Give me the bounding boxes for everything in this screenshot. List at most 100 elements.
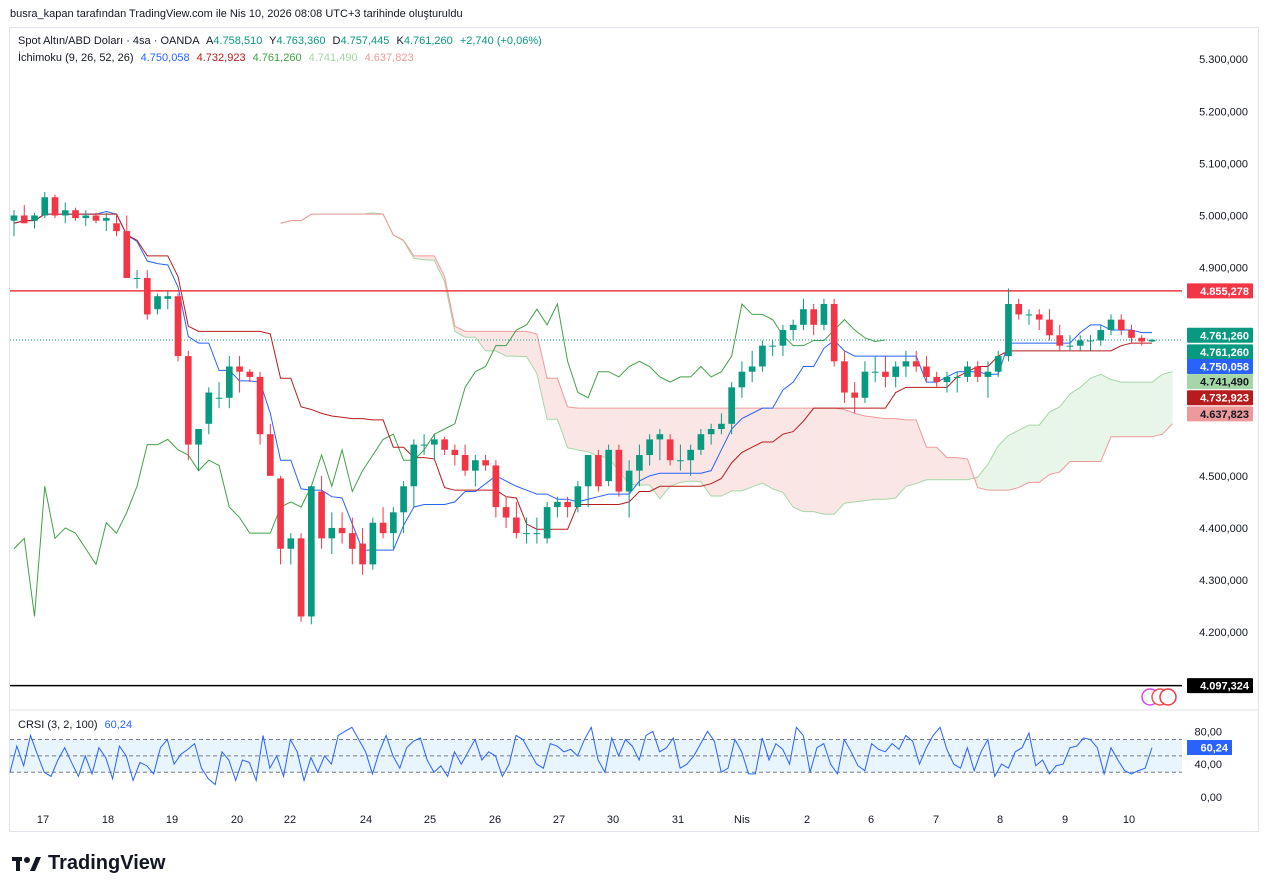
candle [584,455,592,508]
candle-body [574,486,582,508]
candle [851,382,859,414]
cloud-segment [557,378,568,448]
time-tick-label: 27 [553,814,565,826]
main-legend: Spot Altın/ABD Doları · 4sa · OANDA A4.7… [18,35,546,47]
candle-body [318,491,325,539]
cloud-segment [700,408,712,497]
cloud-segment [854,413,865,502]
time-tick-label: 6 [868,814,874,826]
candle-body [420,444,428,446]
cloud-segment [547,378,558,420]
candle [143,270,151,320]
close-value: 4.761,260 [403,35,453,47]
candle [359,527,366,575]
crsi-pane: 80,00 40,00 0,00 60,24 [9,725,1232,804]
candle [615,444,623,497]
candle [451,444,459,466]
cloud-segment [803,408,814,512]
candle-body [1056,335,1064,346]
candle-body [338,527,346,534]
tradingview-logo[interactable]: TradingView [12,852,165,875]
candle-body [277,478,284,549]
crsi-title[interactable]: CRSI (3, 2, 100) [18,719,98,731]
candle-body [923,366,930,377]
candle-body [800,309,807,325]
candle [1046,309,1053,341]
candle [1097,324,1105,346]
candle-body [390,512,397,534]
time-tick-label: 8 [997,814,1003,826]
candle-body [1117,319,1125,331]
candle [984,361,992,398]
open-value: 4.758,510 [213,35,263,47]
candle-body [789,324,797,331]
candle [441,436,448,456]
candle [102,212,110,232]
time-tick-label: 17 [37,814,49,826]
candle-body [595,455,602,487]
candle [72,207,79,221]
candle-body [123,231,131,278]
cloud-segment [875,417,886,500]
cloud-segment [577,408,589,452]
cloud-segment [834,408,845,515]
candle [1107,314,1115,336]
candle-body [266,434,274,476]
price-tag-box [1187,678,1253,694]
candle [256,371,264,445]
cloud-segment [946,457,958,480]
candle [841,350,848,403]
candle [184,350,192,461]
candle [492,460,500,518]
cloud-segment [762,408,773,489]
candle-body [533,533,541,535]
candle [964,361,971,383]
candle [266,423,274,476]
candle [779,324,787,357]
symbol-title[interactable]: Spot Altın/ABD Doları · 4sa · OANDA [18,35,200,47]
candle [1087,335,1094,351]
candle-body [472,460,479,471]
candle [769,340,776,357]
time-tick-label: 18 [102,814,114,826]
cloud-segment [864,415,876,501]
candle-body [625,470,633,492]
time-tick-label: 25 [424,814,436,826]
cloud-segment [926,447,937,480]
candle-body [195,428,202,445]
crsi-tick-label: 40,00 [1194,759,1222,771]
candle [738,361,746,398]
candle-body [184,356,192,445]
candle-body [10,215,18,221]
cloud-segment [1018,425,1029,488]
candle [543,501,551,544]
candle-body [256,376,264,435]
candle [461,444,469,476]
candle [61,202,69,224]
ichimoku-chikou-value: 4.761,260 [252,52,302,64]
cloud-segment [1110,379,1122,437]
candle [830,298,838,367]
candles [10,192,1156,625]
candle-body [830,304,838,362]
candle [554,496,561,518]
crsi-tick-label: 80,00 [1194,726,1222,738]
ichimoku-title[interactable]: İchimoku (9, 26, 52, 26) [18,52,134,64]
candle [472,455,479,487]
candle [646,434,653,466]
candle [225,356,233,409]
candle-body [400,486,407,513]
crsi-line [9,725,1153,786]
candle [277,475,284,565]
candle [748,350,756,383]
low-value: 4.757,445 [340,35,390,47]
candle-body [707,428,715,435]
price-tag: 4.741,490 [1187,374,1253,390]
candle-body [615,449,623,492]
price-tag: 4.750,058 [1187,359,1253,374]
price-tag-box [1187,406,1253,422]
candle [195,428,202,471]
time-tick-label: 7 [933,814,939,826]
candle [133,270,141,289]
